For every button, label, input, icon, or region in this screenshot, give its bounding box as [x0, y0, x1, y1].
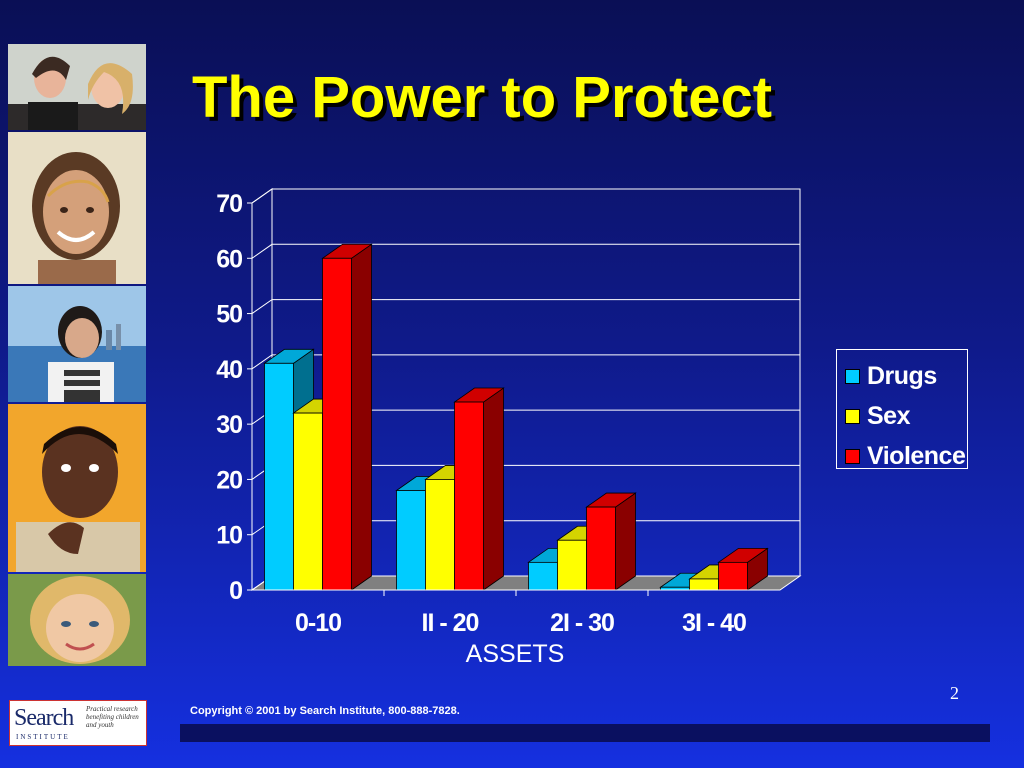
- legend-label-drugs: Drugs: [867, 361, 937, 390]
- legend-label-violence: Violence: [867, 441, 966, 470]
- y-tick-label: 60: [216, 245, 242, 273]
- chart-legend: Drugs Sex Violence: [836, 349, 968, 470]
- legend-swatch-violence: [845, 448, 860, 464]
- y-tick-label: 70: [216, 190, 242, 218]
- bar-violence-3: [717, 547, 769, 591]
- x-tick-label: II - 20: [422, 609, 479, 637]
- y-tick-label: 10: [216, 522, 242, 550]
- logo-word: Search: [14, 705, 74, 731]
- legend-item-sex: Sex: [845, 396, 961, 436]
- chart-bars: [263, 243, 769, 591]
- legend-swatch-sex: [845, 408, 860, 424]
- search-institute-logo: Search INSTITUTE Practical research bene…: [9, 700, 147, 746]
- page-number: 2: [950, 683, 959, 703]
- gridline: [251, 299, 800, 314]
- y-axis-ticks: 0 10 20 30 40 50 60 70: [216, 190, 780, 605]
- y-tick-label: 0: [229, 577, 242, 605]
- gridline: [251, 188, 800, 204]
- x-tick-label: 3I - 40: [682, 609, 746, 637]
- legend-item-violence: Violence: [845, 436, 966, 476]
- y-tick-label: 50: [216, 301, 242, 329]
- x-axis-ticks: 0-10 II - 20 2I - 30 3I - 40: [295, 590, 747, 637]
- copyright-text: Copyright © 2001 by Search Institute, 80…: [190, 705, 460, 717]
- y-tick-label: 40: [216, 356, 242, 384]
- bar-violence-0: [321, 243, 373, 591]
- bar-violence-2: [585, 492, 637, 591]
- logo-subtitle: INSTITUTE: [16, 733, 70, 741]
- x-tick-label: 2I - 30: [550, 609, 614, 637]
- y-tick-label: 20: [216, 466, 242, 494]
- young-girl-photo: [8, 574, 146, 666]
- legend-item-drugs: Drugs: [845, 356, 961, 396]
- footer-bar: [180, 724, 990, 742]
- bar-violence-1: [453, 387, 505, 591]
- gridline: [251, 354, 800, 370]
- legend-swatch-drugs: [845, 368, 860, 384]
- girl-waterfront-photo: [8, 286, 146, 402]
- x-axis-label: ASSETS: [465, 640, 565, 668]
- legend-label-sex: Sex: [867, 401, 910, 430]
- logo-tagline: Practical research benefiting children a…: [86, 705, 139, 729]
- slide-title: The Power to Protect: [192, 65, 773, 130]
- x-tick-label: 0-10: [295, 609, 341, 637]
- thinking-boy-photo: [8, 404, 146, 572]
- smiling-girl-photo: [8, 132, 146, 284]
- gridline: [251, 243, 800, 259]
- teen-couple-photo: [8, 44, 146, 130]
- y-tick-label: 30: [216, 411, 242, 439]
